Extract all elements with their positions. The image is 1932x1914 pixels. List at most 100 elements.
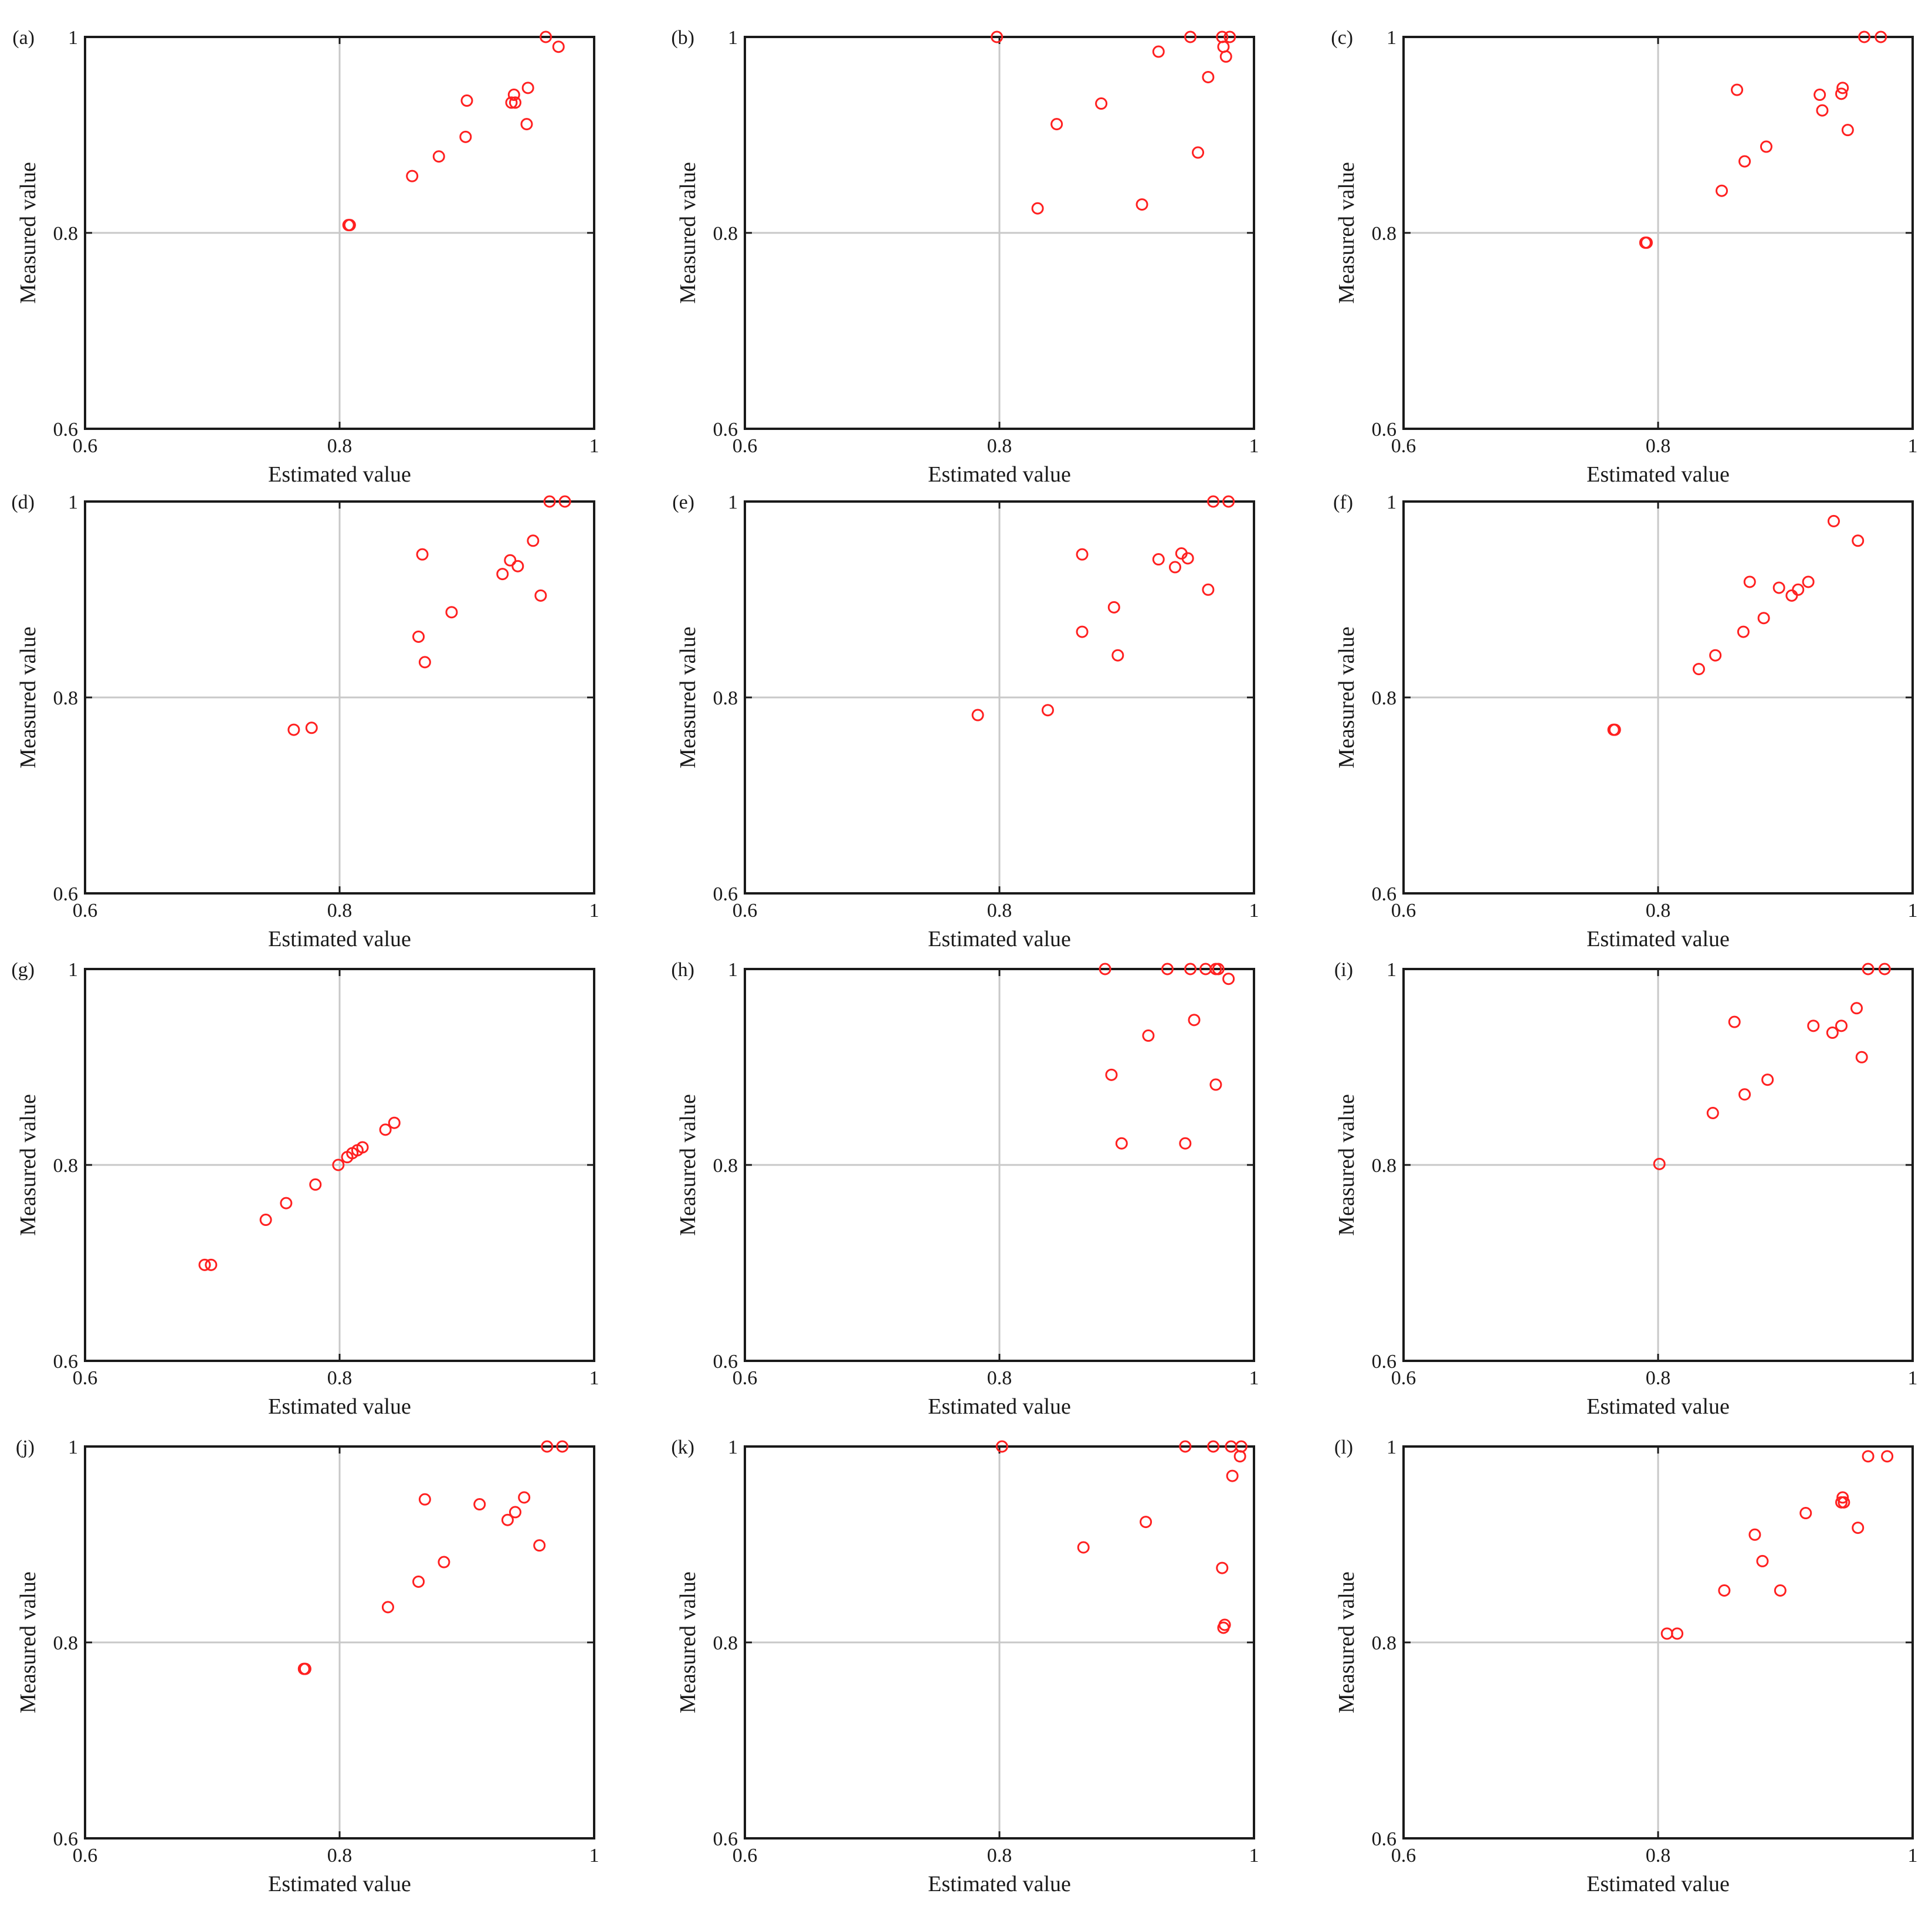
y-axis-title: Measured value [1334, 626, 1359, 768]
y-axis-title: Measured value [676, 1094, 700, 1236]
y-tick-label: 1 [1387, 27, 1397, 49]
x-tick-label: 0.6 [73, 1845, 98, 1866]
data-point [1738, 155, 1751, 168]
y-tick-label: 1 [728, 1437, 738, 1458]
data-point [1216, 1561, 1229, 1574]
data-point [558, 495, 571, 508]
data-point [552, 40, 565, 53]
scatter-panel-e: 0.6 0.8 1 0.6 0.8 1 (e) Estimated value Measured… [672, 492, 1259, 951]
x-tick-label: 1 [589, 435, 599, 457]
data-point [1737, 625, 1750, 638]
data-point [556, 1440, 569, 1453]
data-point [205, 1258, 218, 1271]
y-tick-label: 0.8 [713, 223, 738, 245]
y-axis-title: Measured value [1334, 162, 1359, 304]
data-point [418, 656, 431, 669]
data-point [1855, 1051, 1868, 1063]
data-point [1799, 1507, 1812, 1520]
data-point [1774, 1584, 1787, 1597]
data-point [1222, 973, 1235, 985]
y-tick-label: 0.8 [1372, 223, 1397, 245]
data-point [1050, 118, 1063, 131]
x-tick-label: 0.8 [1646, 435, 1671, 457]
data-point [1814, 89, 1826, 101]
y-tick-label: 0.8 [713, 687, 738, 709]
y-tick-label: 0.8 [53, 1632, 79, 1654]
data-point [1807, 1019, 1820, 1032]
data-point [1850, 1002, 1863, 1015]
data-point [521, 82, 534, 94]
data-point [412, 1575, 425, 1588]
data-point [381, 1601, 394, 1614]
data-point [1076, 625, 1089, 638]
data-point [1816, 104, 1829, 117]
data-point [1852, 1522, 1865, 1534]
data-point [1202, 583, 1215, 596]
data-point [1095, 97, 1108, 110]
x-tick-label: 1 [1249, 1845, 1259, 1866]
panel-label: (d) [11, 492, 35, 513]
data-point [299, 1662, 311, 1675]
data-point [1077, 1541, 1090, 1554]
data-point [1212, 963, 1225, 975]
data-point [971, 709, 984, 721]
panel-label: (j) [16, 1437, 35, 1458]
data-point [1152, 553, 1165, 566]
scatter-panel-j: 0.6 0.8 1 0.6 0.8 1 (j) Estimated value Measured… [16, 1437, 599, 1896]
x-axis-title: Estimated value [928, 1394, 1071, 1419]
data-point [1760, 140, 1772, 153]
x-axis-title: Estimated value [1587, 462, 1730, 487]
scatter-panel-i: 0.6 0.8 1 0.6 0.8 1 (i) Estimated value Measured… [1334, 959, 1918, 1419]
y-axis-title: Measured value [676, 626, 700, 768]
data-point [1826, 1027, 1839, 1039]
y-tick-label: 1 [1387, 492, 1397, 513]
x-tick-label: 0.8 [327, 1367, 352, 1389]
data-point [1076, 548, 1089, 561]
data-point [309, 1178, 322, 1191]
x-tick-label: 0.6 [73, 1367, 98, 1389]
data-point [332, 1158, 345, 1171]
data-point [1207, 495, 1220, 508]
data-point [343, 219, 356, 232]
data-point [1835, 87, 1848, 100]
scatter-panel-a: 0.6 0.8 1 0.6 0.8 1 (a) Estimated value Measured… [12, 27, 599, 487]
y-tick-label: 0.8 [53, 1155, 79, 1177]
data-point [1862, 1450, 1875, 1463]
data-point [1738, 1088, 1751, 1101]
data-point [1179, 1440, 1192, 1453]
data-point [501, 1513, 514, 1526]
data-point [534, 589, 547, 602]
x-tick-label: 0.8 [987, 1845, 1012, 1866]
data-point [1226, 1469, 1239, 1482]
x-tick-label: 0.6 [733, 900, 758, 922]
data-point [1836, 1491, 1849, 1504]
y-tick-label: 0.6 [53, 1351, 79, 1373]
y-tick-label: 0.8 [1372, 687, 1397, 709]
data-point [1852, 534, 1865, 547]
x-tick-label: 0.8 [1646, 900, 1671, 922]
data-point [416, 548, 429, 561]
data-point [1136, 198, 1148, 211]
x-axis-title: Estimated value [928, 1872, 1071, 1896]
y-tick-label: 0.6 [1372, 1828, 1397, 1850]
data-point [520, 118, 533, 131]
data-point [1660, 1627, 1673, 1640]
y-axis-title: Measured value [16, 626, 40, 768]
data-point [533, 1539, 546, 1552]
data-point [507, 89, 520, 101]
y-tick-label: 0.6 [713, 883, 738, 905]
panel-label: (i) [1334, 959, 1353, 981]
scatter-panel-h: 0.6 0.8 1 0.6 0.8 1 (h) Estimated value Measured… [671, 959, 1259, 1419]
x-tick-label: 1 [589, 1367, 599, 1389]
data-point [1841, 124, 1854, 137]
scatter-panel-c: 0.6 0.8 1 0.6 0.8 1 (c) Estimated value Measured… [1331, 27, 1917, 487]
panel-label: (e) [672, 492, 694, 513]
data-point [1161, 963, 1174, 975]
y-tick-label: 1 [68, 959, 78, 981]
data-point [1219, 50, 1232, 63]
data-point [1041, 704, 1054, 717]
x-tick-label: 1 [1908, 1367, 1918, 1389]
y-axis-title: Measured value [16, 1571, 40, 1713]
panel-label: (f) [1333, 492, 1353, 513]
y-axis-title: Measured value [676, 1571, 700, 1713]
